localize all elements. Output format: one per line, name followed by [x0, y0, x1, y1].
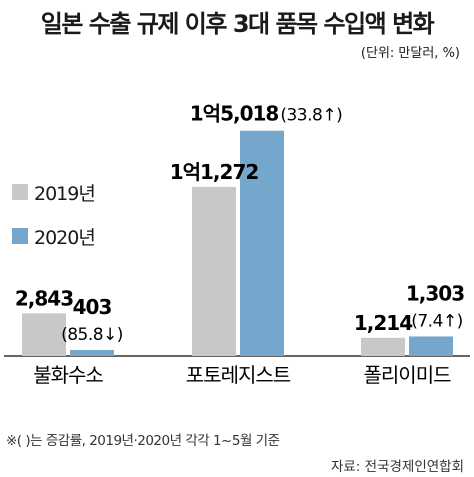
change-label-3: (7.4↑)	[411, 311, 463, 331]
category-label-1: 불화수소	[33, 363, 103, 387]
change-label-1: (85.8↓)	[61, 325, 123, 345]
bar-2019-2	[192, 186, 236, 356]
bar-2019-3	[361, 337, 405, 356]
bar-2019-1	[22, 313, 66, 356]
bar-2020-1	[70, 349, 114, 356]
source-label: 자료: 전국경제인연합회	[330, 459, 464, 475]
chart-title: 일본 수출 규제 이후 3대 품목 수입액 변화	[40, 10, 435, 38]
value-label-2020-2: 1억5,018 (33.8↑)	[190, 102, 342, 126]
legend-swatch-2020	[12, 228, 28, 244]
bar-2020-2	[240, 130, 284, 356]
bar-2020-3	[409, 336, 453, 356]
value-label-2019-1: 2,843	[15, 286, 73, 310]
category-label-3: 폴리이미드	[364, 363, 452, 387]
footnote: ※( )는 증감률, 2019년·2020년 각각 1~5월 기준	[6, 433, 280, 449]
value-label-2019-2: 1억1,272	[170, 160, 259, 184]
value-label-2020-3: 1,303	[406, 281, 464, 305]
value-label-2019-3: 1,214	[354, 311, 412, 335]
legend-item-2019: 2019년	[12, 170, 96, 214]
legend-label-2019: 2019년	[34, 182, 96, 205]
unit-label: (단위: 만달러, %)	[360, 46, 460, 61]
value-label-2020-1: 403	[73, 295, 112, 319]
category-label-2: 포토레지스트	[186, 363, 291, 387]
legend-item-2020: 2020년	[12, 214, 96, 258]
legend-label-2020: 2020년	[34, 226, 96, 249]
bar-chart: 2,843 403 (85.8↓) 불화수소 1억1,272 1억5,018 (33.8↑)…	[4, 102, 470, 387]
legend: 2019년 2020년	[12, 170, 96, 258]
legend-swatch-2019	[12, 184, 28, 200]
